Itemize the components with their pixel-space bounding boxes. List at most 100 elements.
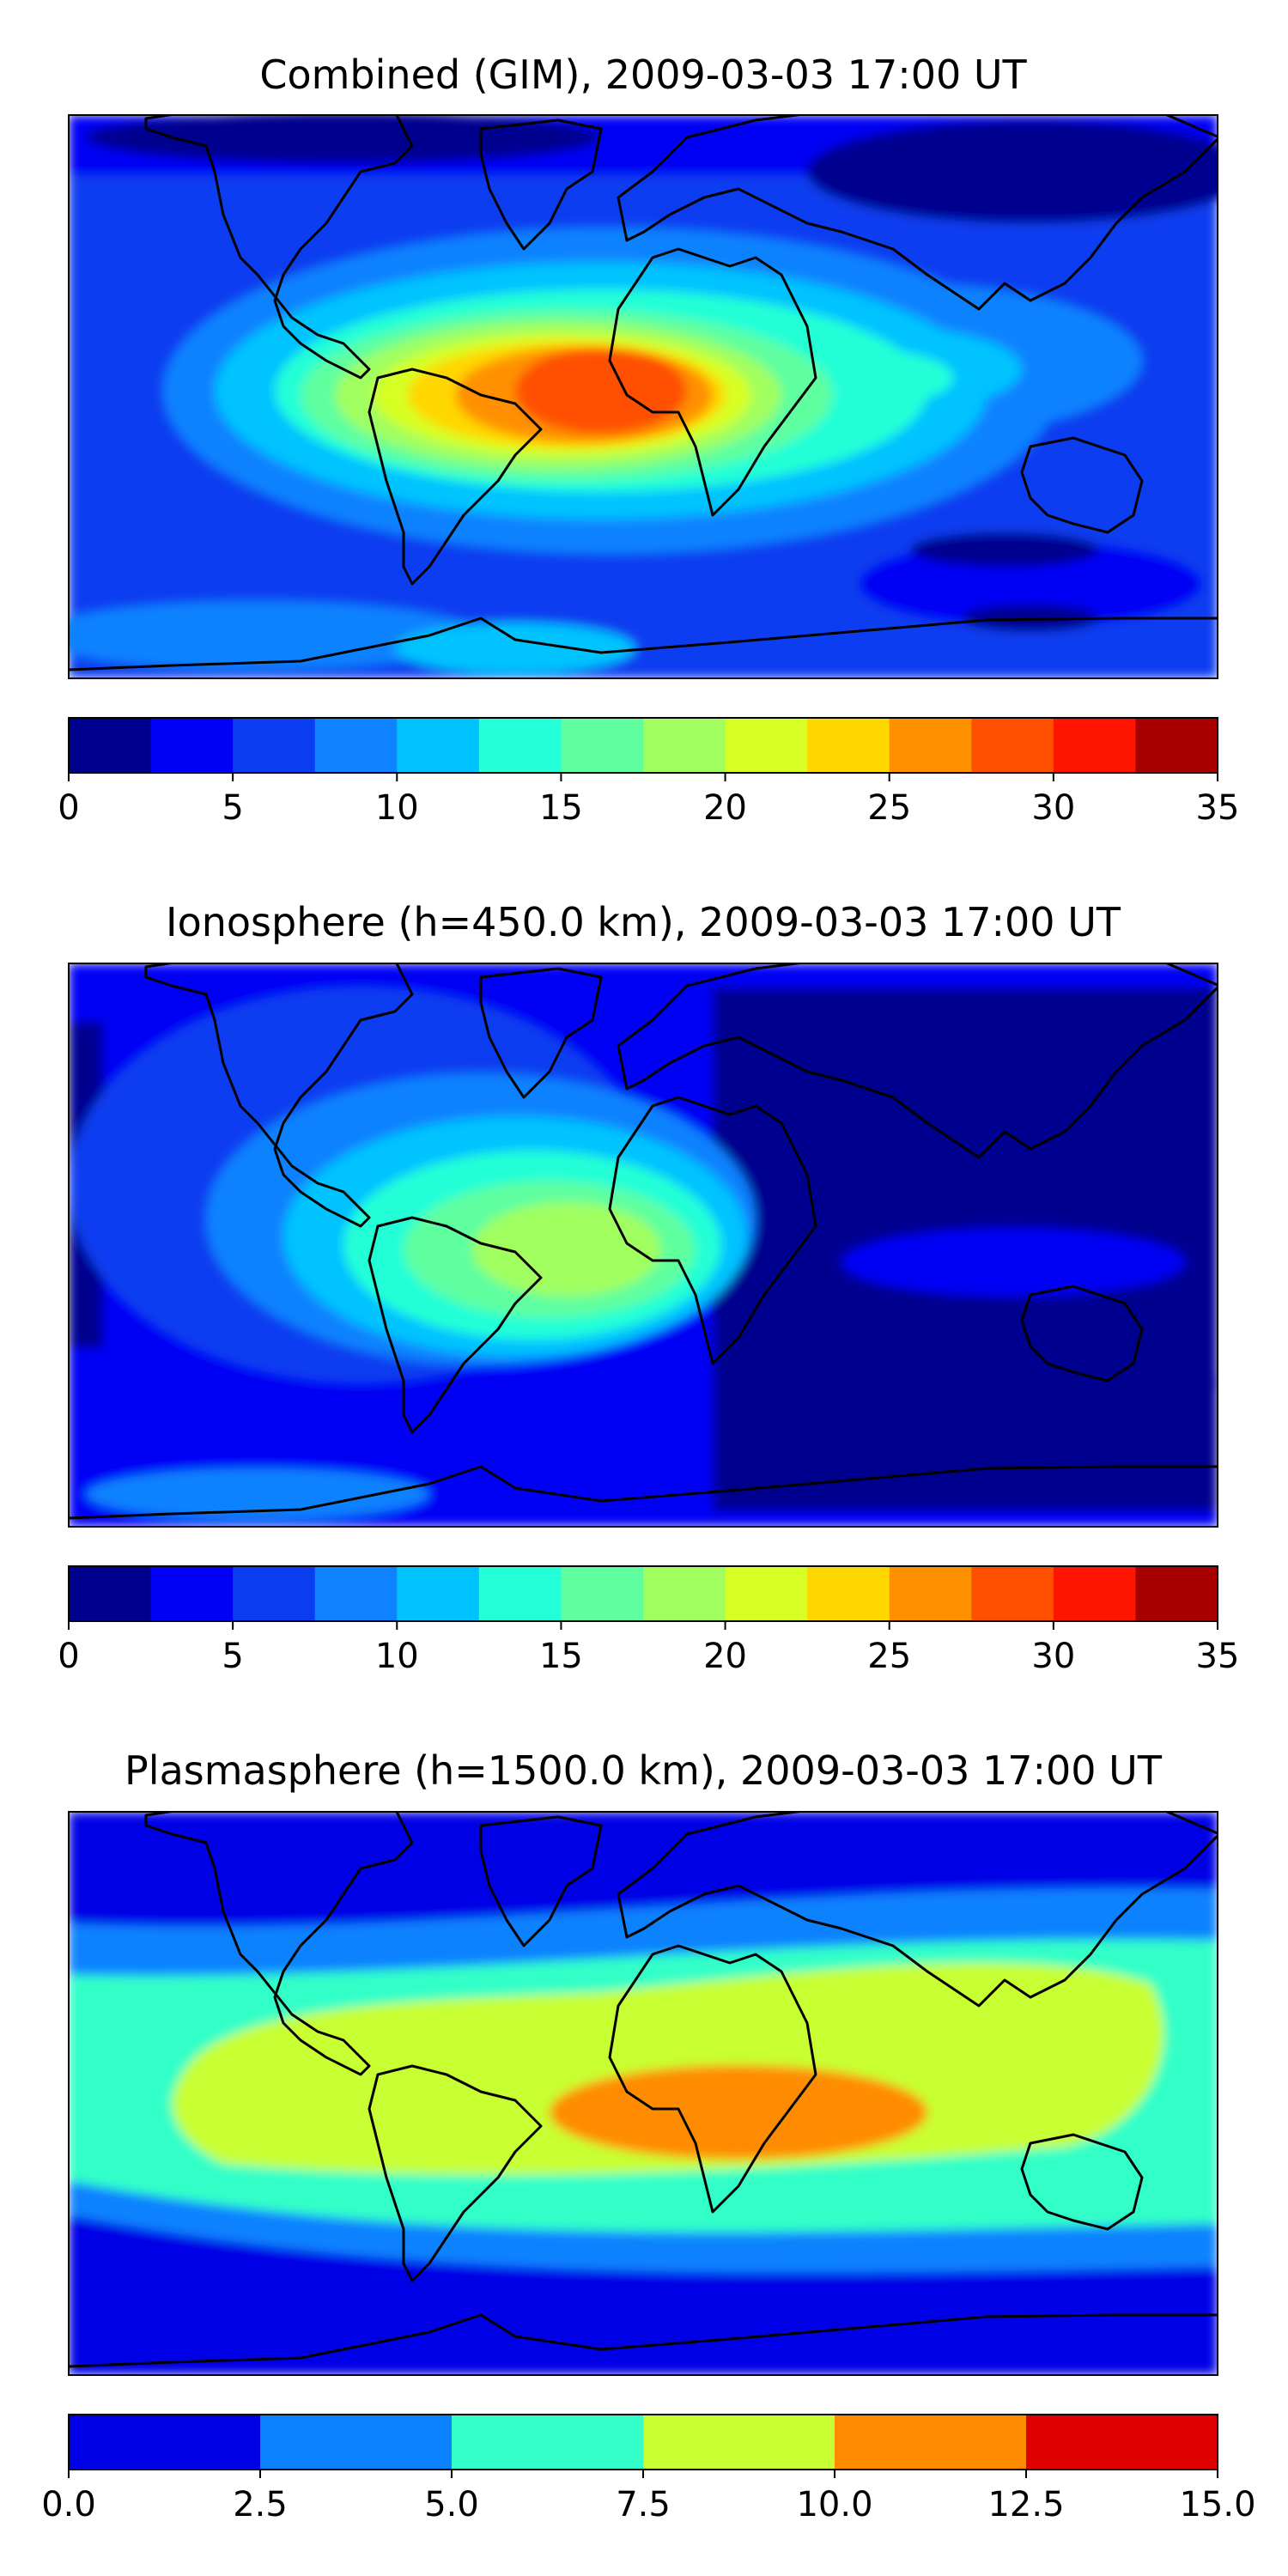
colorbar-tick-label: 5.0 <box>424 2485 479 2524</box>
colorbar: 0 5 10 15 20 25 30 35 <box>58 717 1240 828</box>
map-field <box>69 115 1218 678</box>
colorbar-segment <box>643 718 726 773</box>
colorbar-segment <box>561 718 644 773</box>
coast-eurasia <box>617 115 1218 311</box>
colorbar-segment <box>1053 1566 1136 1621</box>
colorbar-segment <box>397 1566 480 1621</box>
colorbar-frame <box>68 717 1218 774</box>
field-band <box>876 1348 1218 1417</box>
colorbar-tick-label: 12.5 <box>987 2485 1064 2524</box>
coastlines <box>69 115 1218 671</box>
coast-south-america <box>368 368 543 586</box>
field-band <box>550 2065 927 2160</box>
colorbar-tick-label: 35 <box>1196 788 1240 828</box>
colorbar-segment <box>643 1566 726 1621</box>
colorbar-tick-label: 2.5 <box>233 2485 288 2524</box>
coast-eurasia <box>617 963 1218 1159</box>
panel-combined: Combined (GIM), 2009-03-03 17:00 UT <box>58 52 1240 828</box>
colorbar-segment <box>807 718 890 773</box>
coast-greenland <box>479 1815 603 1947</box>
colorbar-tick-label: 15.0 <box>1179 2485 1255 2524</box>
map-frame <box>68 963 1218 1528</box>
colorbar-tick-label: 0.0 <box>41 2485 96 2524</box>
coastlines <box>69 1812 1218 2368</box>
field-band <box>395 623 635 674</box>
panel-title: Ionosphere (h=450.0 km), 2009-03-03 17:0… <box>166 899 1121 945</box>
colorbar-tick-label: 10 <box>375 788 419 828</box>
coast-greenland <box>479 967 603 1099</box>
field-band <box>86 115 601 163</box>
colorbar-segment <box>1026 2415 1218 2470</box>
colorbar-segment <box>1135 1566 1218 1621</box>
colorbar-segment <box>233 1566 316 1621</box>
field-band <box>86 1468 429 1520</box>
colorbar-segment <box>69 1566 152 1621</box>
colorbar-segment <box>478 718 562 773</box>
coastlines <box>69 963 1218 1520</box>
colorbar-tick-label: 10 <box>375 1637 419 1676</box>
field-band <box>515 348 687 434</box>
colorbar-segment <box>397 718 480 773</box>
coast-greenland <box>479 118 603 251</box>
colorbar-segment <box>889 1566 972 1621</box>
colorbar-segment <box>150 718 234 773</box>
panel-title: Combined (GIM), 2009-03-03 17:00 UT <box>259 52 1027 98</box>
coast-north-america <box>144 963 414 1228</box>
coast-north-america <box>144 1812 414 2076</box>
field-band <box>807 120 1218 223</box>
coast-australia <box>1020 2133 1144 2231</box>
coast-europe-africa <box>608 1096 817 1365</box>
colorbar-segment <box>69 718 152 773</box>
field-band <box>841 1228 1185 1297</box>
field-band <box>910 532 1099 567</box>
colorbar-segment <box>1053 718 1136 773</box>
colorbar-tick-label: 0 <box>58 1637 79 1676</box>
colorbar-segment <box>69 2415 261 2470</box>
colorbar-tick-label: 25 <box>867 1637 911 1676</box>
colorbar-tick-label: 15 <box>539 788 583 828</box>
coast-antarctica <box>69 2313 1218 2368</box>
coast-south-america <box>368 2064 543 2282</box>
colorbar-segment <box>150 1566 234 1621</box>
colorbar-segment <box>835 2415 1027 2470</box>
colorbar-tick-label: 7.5 <box>616 2485 671 2524</box>
colorbar-tick-label: 35 <box>1196 1637 1240 1676</box>
field-band <box>472 1202 661 1297</box>
field-band <box>69 601 481 670</box>
panel-title: Plasmasphere (h=1500.0 km), 2009-03-03 1… <box>125 1747 1163 1794</box>
coast-europe-africa <box>608 247 817 517</box>
colorbar: 0 5 10 15 20 25 30 35 <box>58 1565 1240 1676</box>
map-frame <box>68 114 1218 679</box>
coast-australia <box>1020 1285 1144 1382</box>
colorbar-segment <box>643 2415 835 2470</box>
colorbar-segment <box>561 1566 644 1621</box>
coast-eurasia <box>617 1812 1218 2008</box>
colorbar-tick-label: 30 <box>1031 788 1075 828</box>
colorbar-segment <box>314 1566 398 1621</box>
colorbar-segment <box>971 718 1054 773</box>
colorbar-tick-label: 0 <box>58 788 79 828</box>
colorbar-tick-label: 20 <box>703 1637 747 1676</box>
colorbar-segment <box>725 718 808 773</box>
colorbar-segment <box>725 1566 808 1621</box>
colorbar-tick-label: 20 <box>703 788 747 828</box>
coast-antarctica <box>69 1465 1218 1520</box>
coast-europe-africa <box>608 1944 817 2214</box>
colorbar-segment <box>1135 718 1218 773</box>
colorbar-segment <box>807 1566 890 1621</box>
colorbar-tick-label: 30 <box>1031 1637 1075 1676</box>
panel-plasmasphere: Plasmasphere (h=1500.0 km), 2009-03-03 1… <box>41 1747 1255 2524</box>
colorbar-segment <box>452 2415 644 2470</box>
colorbar-segment <box>314 718 398 773</box>
panel-ionosphere: Ionosphere (h=450.0 km), 2009-03-03 17:0… <box>58 899 1239 1676</box>
colorbar-tick-label: 15 <box>539 1637 583 1676</box>
colorbar-frame <box>68 1565 1218 1622</box>
colorbar-segment <box>478 1566 562 1621</box>
coast-south-america <box>368 1216 543 1434</box>
colorbar-segment <box>260 2415 453 2470</box>
colorbar-tick-label: 5 <box>222 1637 243 1676</box>
coast-antarctica <box>69 617 1218 671</box>
colorbar-segment <box>971 1566 1054 1621</box>
colorbar-tick-label: 10.0 <box>796 2485 872 2524</box>
